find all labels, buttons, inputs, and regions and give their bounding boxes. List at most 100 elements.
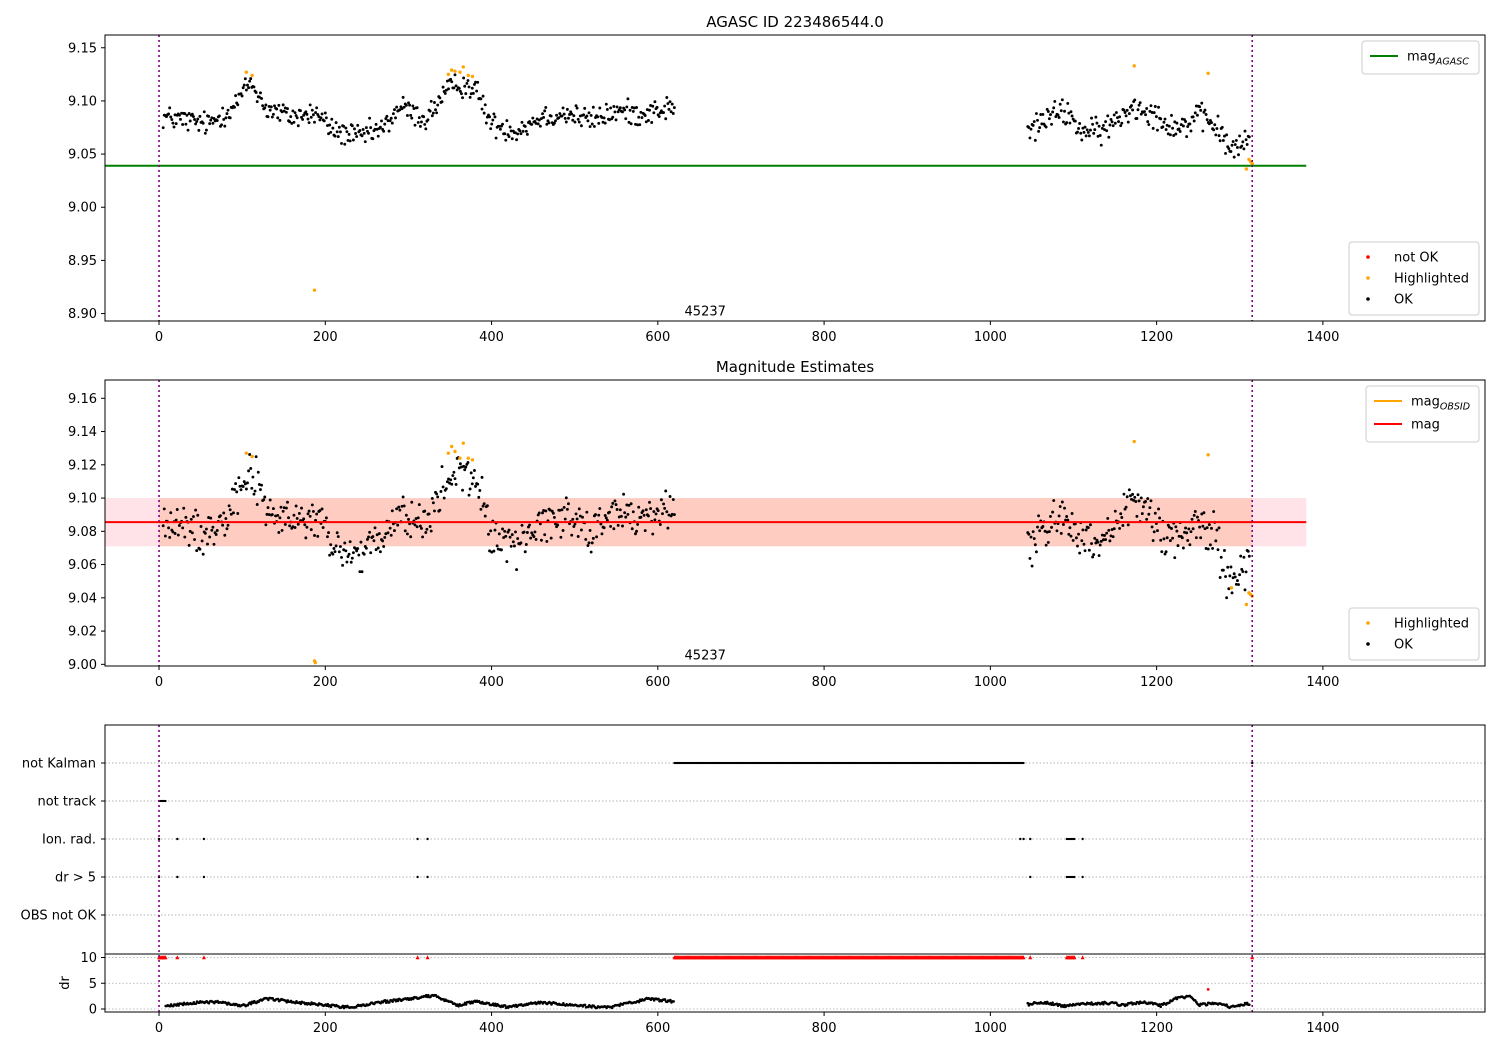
data-point-ok — [1233, 575, 1237, 579]
legend-marker-label: not OK — [1394, 251, 1439, 266]
data-point-ok — [1059, 109, 1063, 113]
data-point-ok — [217, 114, 221, 118]
data-point-highlighted — [1244, 602, 1249, 607]
data-point-ok — [428, 525, 432, 528]
data-point-ok — [1099, 143, 1103, 147]
data-point-ok — [492, 112, 496, 116]
data-point-ok — [1045, 107, 1049, 111]
data-point-ok — [1096, 540, 1100, 544]
data-point-ok — [404, 103, 408, 107]
dr-point — [329, 1005, 333, 1009]
data-point-ok — [1165, 536, 1169, 540]
data-point-ok — [1160, 550, 1164, 554]
data-point-ok — [1210, 121, 1213, 125]
data-point-ok — [1143, 110, 1146, 113]
data-point-ok — [545, 539, 549, 543]
data-point-ok — [1100, 533, 1104, 537]
data-point-ok — [1128, 494, 1132, 498]
p1-y-tick-label: 8.90 — [68, 307, 97, 322]
data-point-ok — [1070, 512, 1074, 515]
magnitude-estimates-panel: Magnitude Estimates 0 200 400 600 800 1000 120… — [68, 358, 1486, 690]
data-point-ok — [403, 529, 407, 533]
data-point-ok — [457, 86, 461, 90]
dr-point — [342, 1006, 346, 1010]
data-point-ok — [1225, 596, 1229, 600]
data-point-ok — [453, 73, 457, 77]
data-point-ok — [531, 116, 535, 120]
dr-capped-marker — [1028, 955, 1033, 960]
data-point-ok — [1193, 509, 1197, 513]
data-point-ok — [360, 570, 364, 574]
data-point-ok — [1148, 506, 1152, 510]
data-point-ok — [266, 115, 270, 119]
data-point-ok — [1150, 110, 1154, 114]
p2-x-tick-label: 400 — [479, 675, 504, 690]
data-point-ok — [1217, 134, 1221, 138]
data-point-ok — [1092, 553, 1096, 557]
data-point-ok — [286, 107, 289, 111]
data-point-ok — [504, 138, 508, 142]
data-point-ok — [654, 512, 658, 516]
data-point-ok — [422, 115, 426, 119]
data-point-ok — [1176, 544, 1180, 548]
data-point-ok — [1145, 107, 1149, 110]
data-point-ok — [373, 526, 377, 530]
data-point-ok — [292, 120, 296, 124]
data-point-ok — [1122, 108, 1126, 112]
data-point-ok — [1118, 115, 1122, 119]
data-point-ok — [1065, 121, 1069, 125]
data-point-ok — [562, 112, 566, 116]
data-point-ok — [648, 108, 651, 112]
panel1-axes-frame — [104, 34, 1486, 322]
data-point-ok — [562, 505, 566, 509]
data-point-ok — [276, 513, 280, 517]
data-point-ok — [443, 91, 447, 95]
data-point-ok — [1146, 497, 1150, 501]
data-point-ok — [1137, 499, 1141, 503]
data-point-ok — [623, 511, 627, 515]
data-point-ok — [337, 125, 341, 129]
data-point-ok — [374, 122, 378, 126]
data-point-ok — [588, 125, 592, 129]
data-point-ok — [1170, 527, 1173, 530]
data-point-ok — [1202, 110, 1206, 114]
data-point-ok — [171, 121, 175, 125]
data-point-ok — [1207, 523, 1211, 527]
data-point-ok — [362, 552, 366, 556]
data-point-ok — [1029, 127, 1033, 131]
data-point-ok — [641, 509, 645, 513]
data-point-ok — [521, 129, 525, 133]
data-point-ok — [476, 80, 480, 84]
data-point-ok — [1214, 539, 1218, 543]
data-point-ok — [209, 516, 213, 520]
data-point-ok — [284, 506, 288, 510]
data-point-ok — [1032, 120, 1036, 123]
data-point-ok — [1186, 539, 1190, 542]
data-point-ok — [345, 560, 349, 564]
data-point-ok — [621, 110, 624, 114]
p2-x-tick-label: 800 — [812, 675, 837, 690]
data-point-ok — [259, 488, 262, 491]
dr-capped-marker — [163, 955, 168, 960]
data-point-ok — [1125, 108, 1129, 112]
data-point-ok — [1211, 546, 1215, 550]
dr-point — [1137, 1002, 1141, 1005]
data-point-ok — [1146, 120, 1150, 124]
data-point-ok — [1112, 113, 1116, 117]
data-point-ok — [297, 511, 301, 515]
data-point-ok — [1150, 525, 1154, 529]
data-point-ok — [1095, 121, 1099, 125]
data-point-ok — [1179, 123, 1183, 127]
data-point-ok — [1080, 539, 1084, 543]
data-point-highlighted — [466, 73, 470, 78]
data-point-ok — [1106, 516, 1110, 520]
data-point-ok — [1086, 130, 1090, 134]
legend-line-subscript: OBSID — [1440, 402, 1470, 413]
data-point-ok — [1067, 111, 1071, 115]
data-point-ok — [487, 532, 490, 536]
flag-point — [416, 837, 419, 841]
data-point-ok — [1243, 588, 1247, 592]
data-point-ok — [193, 538, 196, 541]
data-point-ok — [1204, 113, 1208, 116]
